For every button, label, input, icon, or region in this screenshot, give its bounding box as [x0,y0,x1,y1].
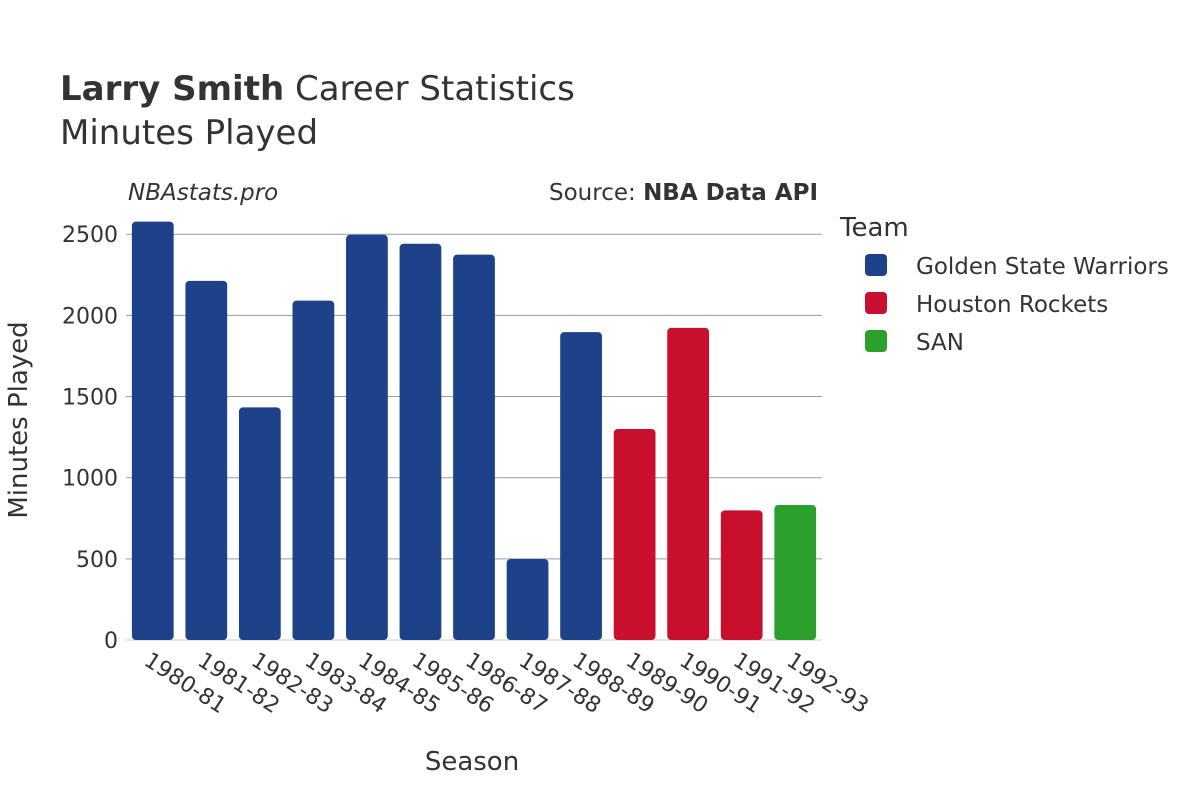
bar [506,559,549,640]
bar [453,254,495,641]
x-axis-label: Season [425,747,519,777]
legend-label: Houston Rockets [916,292,1108,318]
bar [238,407,281,640]
source-label: Source: NBA Data API [549,180,818,206]
y-tick-label: 2000 [62,304,118,329]
chart-subtitle: Minutes Played [60,113,318,153]
bar [292,300,335,640]
bar [346,234,388,640]
bar [774,504,817,640]
bar [399,243,442,640]
legend-item: Houston Rockets [865,292,1108,318]
title-rest: Career Statistics [284,69,575,109]
y-axis-label: Minutes Played [4,321,34,518]
bar [667,327,710,640]
source-prefix: Source: [549,180,643,206]
y-tick-labels: 0 500 1000 1500 2000 2500 [62,223,118,654]
legend-item: Golden State Warriors [865,254,1169,280]
legend-swatch [865,292,887,314]
y-tick-label: 1500 [62,386,118,411]
bars [131,221,817,641]
legend-label: SAN [916,330,964,356]
bar [720,510,763,640]
source-name: NBA Data API [643,180,818,206]
legend-swatch [865,330,887,352]
x-tick-labels: 1980-811981-821982-831983-841984-851985-… [140,648,873,719]
watermark: NBAstats.pro [128,180,278,206]
y-tick-label: 2500 [62,223,118,248]
bar [560,332,602,640]
chart-title: Larry Smith Career Statistics [60,69,575,109]
legend-swatch [865,254,887,276]
y-tick-label: 500 [76,548,118,573]
y-tick-label: 0 [104,629,118,654]
legend-label: Golden State Warriors [916,254,1169,280]
bar [131,221,174,640]
title-bold: Larry Smith [60,69,284,109]
legend-title: Team [839,213,909,243]
legend-item: SAN [865,330,964,356]
y-tick-label: 1000 [62,467,118,492]
bar [613,429,656,640]
bar [185,280,228,640]
legend: Golden State Warriors Houston Rockets SAN [865,254,1169,356]
